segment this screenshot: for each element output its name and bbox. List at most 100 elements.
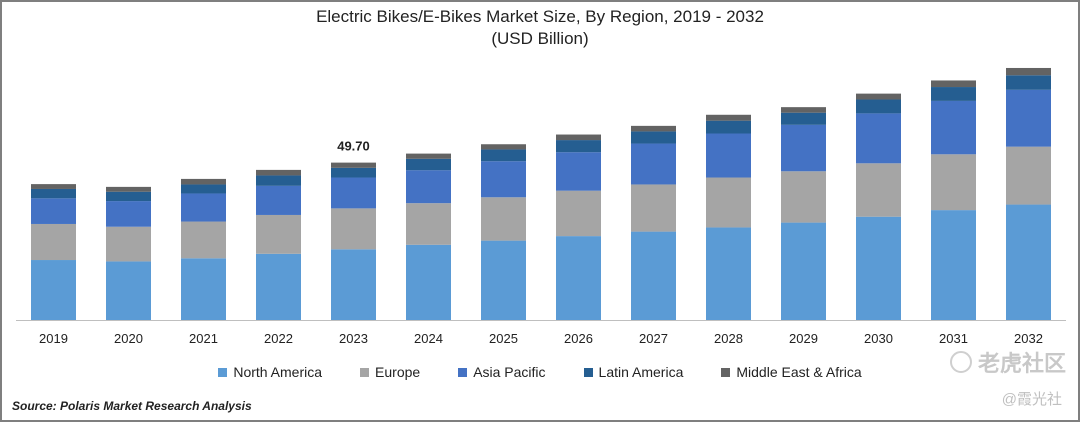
bar-segment-2022-asia-pacific bbox=[256, 185, 301, 215]
bar-segment-2024-middle-east-africa bbox=[406, 153, 451, 159]
bar-segment-2023-asia-pacific bbox=[331, 177, 376, 209]
x-tick-label-2023: 2023 bbox=[339, 331, 368, 346]
x-tick-label-2028: 2028 bbox=[714, 331, 743, 346]
bar-stack-2022 bbox=[256, 169, 301, 320]
bar-segment-2031-europe bbox=[931, 154, 976, 211]
bar-segment-2026-europe bbox=[556, 190, 601, 237]
bar-segment-2025-asia-pacific bbox=[481, 161, 526, 198]
legend-swatch bbox=[583, 367, 593, 377]
chart-legend: North America Europe Asia Pacific Latin Ame… bbox=[0, 364, 1080, 380]
bar-segment-2031-asia-pacific bbox=[931, 100, 976, 155]
bar-stack-2020 bbox=[106, 186, 151, 320]
bar-segment-2026-middle-east-africa bbox=[556, 134, 601, 141]
bar-segment-2019-latin-america bbox=[31, 188, 76, 199]
bar-segment-2026-asia-pacific bbox=[556, 152, 601, 191]
bar-segment-2022-north-america bbox=[256, 253, 301, 320]
bar-stack-2032 bbox=[1006, 67, 1051, 320]
x-tick-label-2024: 2024 bbox=[414, 331, 443, 346]
watermark-logo-icon bbox=[949, 351, 972, 373]
bar-segment-2024-europe bbox=[406, 203, 451, 245]
bar-segment-2025-europe bbox=[481, 197, 526, 241]
bar-segment-2032-north-america bbox=[1006, 204, 1051, 320]
bar-segment-2020-latin-america bbox=[106, 191, 151, 202]
bar-segment-2027-middle-east-africa bbox=[631, 125, 676, 132]
bar-segment-2019-europe bbox=[31, 223, 76, 261]
bar-segment-2028-middle-east-africa bbox=[706, 114, 751, 121]
bar-segment-2029-latin-america bbox=[781, 112, 826, 125]
chart-subtitle: (USD Billion) bbox=[491, 29, 589, 48]
bar-segment-2029-middle-east-africa bbox=[781, 107, 826, 113]
bar-segment-2022-middle-east-africa bbox=[256, 169, 301, 176]
bar-segment-2028-asia-pacific bbox=[706, 133, 751, 178]
bar-segment-2025-middle-east-africa bbox=[481, 144, 526, 150]
bar-stack-2028 bbox=[706, 114, 751, 320]
bar-segment-2024-north-america bbox=[406, 244, 451, 320]
legend-label: Middle East & Africa bbox=[736, 364, 862, 380]
legend-item-north-america: North America bbox=[218, 364, 322, 380]
bar-segment-2019-north-america bbox=[31, 260, 76, 320]
x-tick-label-2022: 2022 bbox=[264, 331, 293, 346]
bar-segment-2023-north-america bbox=[331, 249, 376, 320]
bar-segment-2028-north-america bbox=[706, 227, 751, 320]
x-tick-label-2021: 2021 bbox=[189, 331, 218, 346]
bar-segment-2021-asia-pacific bbox=[181, 193, 226, 222]
bar-segment-2021-europe bbox=[181, 221, 226, 259]
legend-item-asia-pacific: Asia Pacific bbox=[458, 364, 546, 380]
bar-segment-2030-north-america bbox=[856, 216, 901, 320]
bar-segment-2023-europe bbox=[331, 208, 376, 250]
bar-segment-2021-latin-america bbox=[181, 184, 226, 194]
bar-segment-2027-latin-america bbox=[631, 131, 676, 144]
bar-segment-2029-europe bbox=[781, 171, 826, 223]
bar-stack-2021 bbox=[181, 178, 226, 320]
legend-label: Asia Pacific bbox=[473, 364, 546, 380]
legend-swatch bbox=[218, 367, 228, 377]
bar-segment-2029-north-america bbox=[781, 222, 826, 320]
source-note: Source: Polaris Market Research Analysis bbox=[12, 399, 252, 413]
x-tick-label-2029: 2029 bbox=[789, 331, 818, 346]
bar-segment-2021-middle-east-africa bbox=[181, 178, 226, 185]
bar-segment-2031-middle-east-africa bbox=[931, 80, 976, 88]
x-tick-label-2031: 2031 bbox=[939, 331, 968, 346]
watermark-handle: @霞光社 bbox=[1001, 391, 1062, 408]
x-tick-label-2027: 2027 bbox=[639, 331, 668, 346]
legend-label: Latin America bbox=[598, 364, 684, 380]
bar-segment-2032-asia-pacific bbox=[1006, 89, 1051, 147]
bar-segment-2021-north-america bbox=[181, 258, 226, 320]
bar-segment-2020-asia-pacific bbox=[106, 201, 151, 227]
x-tick-label-2020: 2020 bbox=[114, 331, 143, 346]
x-tick-label-2019: 2019 bbox=[39, 331, 68, 346]
bar-segment-2031-north-america bbox=[931, 210, 976, 320]
bar-stack-2027 bbox=[631, 125, 676, 320]
bar-stack-2029 bbox=[781, 107, 826, 320]
bar-segment-2024-latin-america bbox=[406, 158, 451, 171]
bar-segment-2029-asia-pacific bbox=[781, 124, 826, 172]
x-tick-label-2030: 2030 bbox=[864, 331, 893, 346]
bar-segment-2020-middle-east-africa bbox=[106, 186, 151, 192]
bar-stack-2030 bbox=[856, 93, 901, 320]
bar-segment-2026-latin-america bbox=[556, 140, 601, 153]
x-tick-label-2026: 2026 bbox=[564, 331, 593, 346]
legend-swatch bbox=[458, 367, 468, 377]
bar-segment-2032-europe bbox=[1006, 146, 1051, 205]
bar-segment-2023-latin-america bbox=[331, 167, 376, 178]
bar-segment-2032-latin-america bbox=[1006, 75, 1051, 90]
bar-segment-2032-middle-east-africa bbox=[1006, 67, 1051, 76]
bar-segment-2030-asia-pacific bbox=[856, 113, 901, 164]
bar-segment-2020-europe bbox=[106, 226, 151, 262]
bar-segment-2028-europe bbox=[706, 177, 751, 228]
watermark-text: 老虎社区 bbox=[977, 351, 1066, 376]
bar-stack-2019 bbox=[31, 184, 76, 320]
bar-stack-2026 bbox=[556, 134, 601, 320]
bar-segment-2025-north-america bbox=[481, 240, 526, 320]
legend-label: Europe bbox=[375, 364, 421, 380]
legend-item-europe: Europe bbox=[360, 364, 420, 380]
legend-item-latin-america: Latin America bbox=[583, 364, 684, 380]
bar-stack-2023 bbox=[331, 162, 376, 320]
bar-segment-2030-middle-east-africa bbox=[856, 93, 901, 100]
x-tick-label-2025: 2025 bbox=[489, 331, 518, 346]
legend-swatch bbox=[721, 367, 731, 377]
bar-segment-2022-latin-america bbox=[256, 175, 301, 186]
x-tick-label-2032: 2032 bbox=[1014, 331, 1043, 346]
